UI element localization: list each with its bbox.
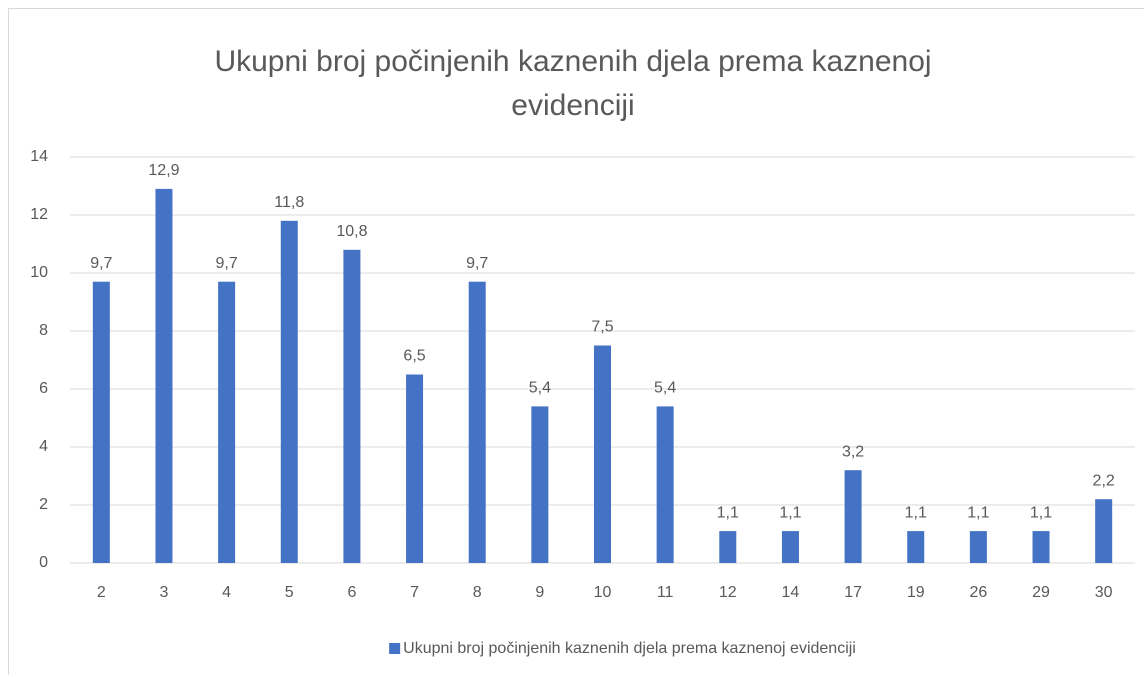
x-tick-label: 26 [969,584,987,601]
y-tick-label: 14 [30,148,48,165]
x-tick-label: 5 [285,584,294,601]
x-tick-label: 19 [907,584,925,601]
data-label: 12,9 [148,162,179,179]
x-tick-label: 10 [594,584,612,601]
data-label: 1,1 [905,504,927,521]
data-label: 10,8 [336,223,367,240]
bar [343,249,361,564]
bar [1095,499,1113,563]
bar [656,406,674,563]
x-tick-label: 2 [97,584,106,601]
y-tick-label: 6 [39,380,48,397]
data-label: 1,1 [967,504,989,521]
legend-label: Ukupni broj počinjenih kaznenih djela pr… [403,640,856,657]
x-tick-label: 3 [160,584,169,601]
data-label: 1,1 [779,504,801,521]
bar [969,531,987,563]
data-label: 1,1 [1030,504,1052,521]
bar [531,406,549,563]
x-tick-label: 12 [719,584,737,601]
bar [1032,531,1050,563]
bar [468,281,486,563]
x-tick-label: 7 [410,584,419,601]
bar [594,345,611,563]
legend-swatch [389,643,401,654]
bar [781,531,799,563]
bar [719,531,737,563]
bar [218,281,236,563]
data-label: 9,7 [90,255,112,272]
bar [907,531,925,563]
data-label: 3,2 [842,443,864,460]
data-label: 1,1 [717,504,739,521]
y-tick-label: 8 [39,322,48,339]
bar [155,188,173,563]
data-label: 9,7 [215,255,237,272]
y-tick-label: 12 [30,206,48,223]
x-tick-label: 17 [844,584,862,601]
data-label: 5,4 [529,380,551,397]
x-tick-label: 30 [1095,584,1113,601]
chart-title: Ukupni broj počinjenih kaznenih djela pr… [214,45,932,122]
x-tick-label: 4 [222,584,231,601]
x-tick-label: 11 [657,584,674,601]
x-tick-label: 9 [535,584,544,601]
data-label: 2,2 [1093,472,1115,489]
x-tick-label: 29 [1032,584,1050,601]
x-tick-label: 14 [782,584,800,601]
bar [92,281,110,563]
bar [406,374,424,563]
y-tick-label: 2 [39,496,48,513]
y-tick-label: 10 [30,264,48,281]
y-tick-label: 4 [39,438,48,455]
x-tick-label: 8 [473,584,482,601]
data-label: 7,5 [591,319,613,336]
chart-frame [8,8,1144,675]
bar [280,220,298,564]
data-label: 5,4 [654,380,676,397]
x-tick-label: 6 [347,584,356,601]
data-label: 6,5 [403,348,425,365]
data-label: 9,7 [466,255,488,272]
bar [844,470,862,563]
y-tick-label: 0 [39,554,48,571]
data-label: 11,8 [274,194,304,211]
